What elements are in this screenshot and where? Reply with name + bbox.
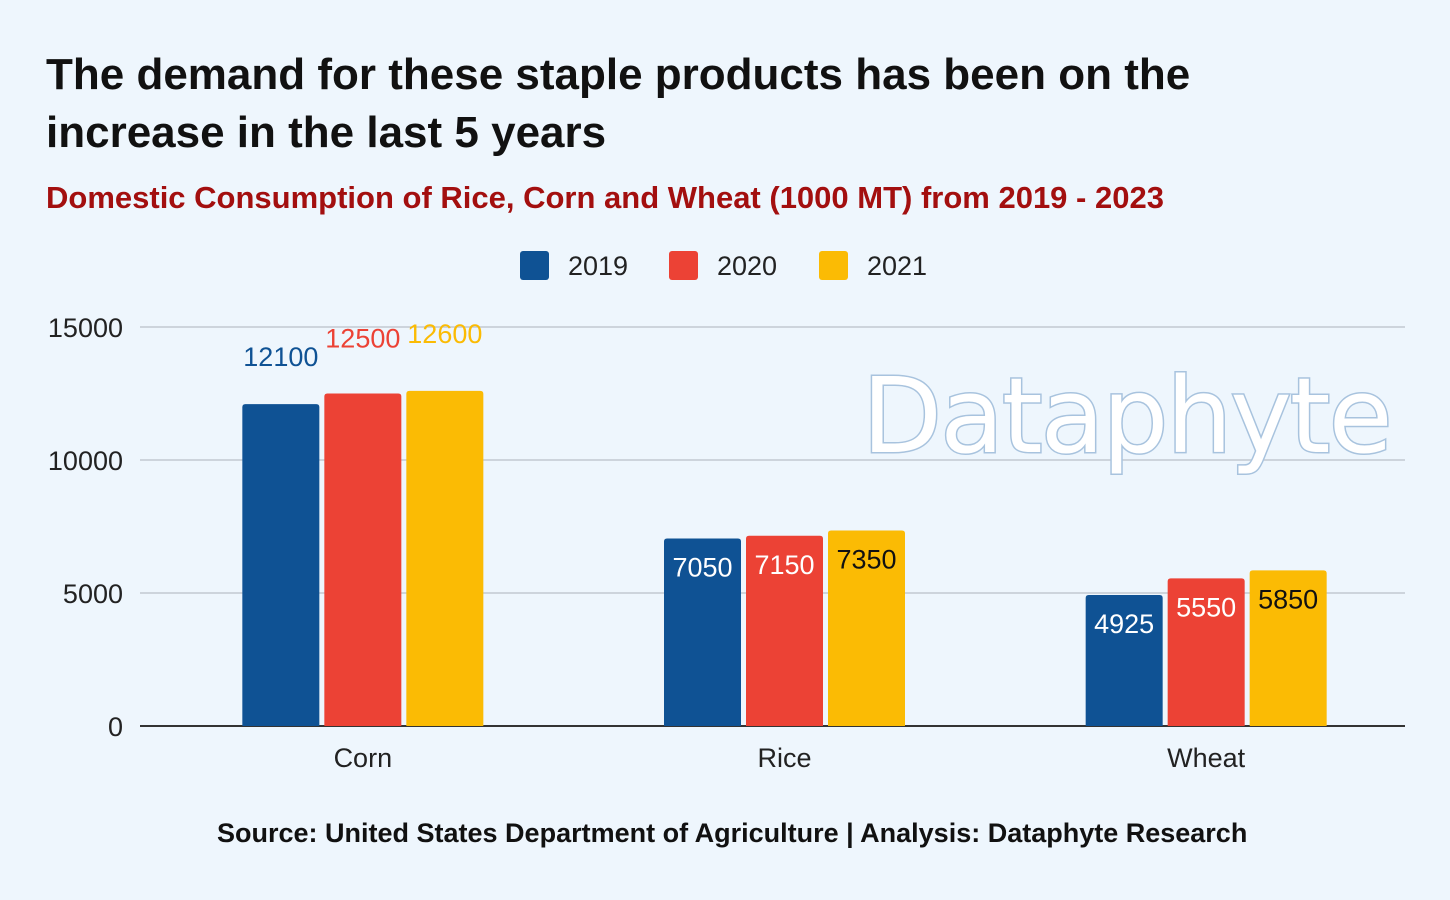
category-label: Wheat — [1167, 743, 1246, 773]
bar — [1085, 594, 1163, 726]
bar — [1167, 578, 1245, 726]
y-tick-label: 15000 — [48, 313, 123, 343]
legend-swatch — [819, 251, 848, 280]
legend-label: 2020 — [717, 251, 777, 281]
y-tick-label: 5000 — [63, 579, 123, 609]
bar — [746, 535, 823, 726]
data-label: 4925 — [1094, 609, 1154, 639]
y-tick-label: 10000 — [48, 446, 123, 476]
data-label: 12600 — [407, 319, 482, 349]
legend-swatch — [520, 251, 549, 280]
data-label: 7150 — [754, 550, 814, 580]
y-tick-label: 0 — [108, 712, 123, 742]
bar — [828, 530, 905, 726]
bar — [406, 390, 484, 726]
bar — [242, 404, 320, 726]
source-note: Source: United States Department of Agri… — [217, 818, 1248, 848]
watermark-logo: Dataphyte — [862, 355, 1391, 477]
category-label: Rice — [757, 743, 811, 773]
legend: 2019 2020 2021 — [520, 251, 927, 281]
category-labels: Corn Rice Wheat — [334, 743, 1246, 773]
data-label: 12100 — [243, 342, 318, 372]
chart-subtitle: Domestic Consumption of Rice, Corn and W… — [46, 180, 1164, 215]
category-label: Corn — [334, 743, 393, 773]
data-label: 5550 — [1176, 592, 1236, 622]
chart-title: The demand for these staple products has… — [46, 50, 1191, 157]
legend-label: 2019 — [568, 251, 628, 281]
data-label: 12500 — [325, 324, 400, 354]
y-axis-ticks: 0 5000 10000 15000 — [48, 313, 123, 742]
bar — [664, 538, 741, 726]
data-label: 5850 — [1258, 584, 1318, 614]
data-label: 7050 — [672, 552, 732, 582]
data-label: 7350 — [836, 544, 896, 574]
legend-swatch — [669, 251, 698, 280]
bar — [324, 393, 402, 726]
bar — [1249, 570, 1327, 726]
bars — [242, 390, 1327, 726]
legend-label: 2021 — [867, 251, 927, 281]
